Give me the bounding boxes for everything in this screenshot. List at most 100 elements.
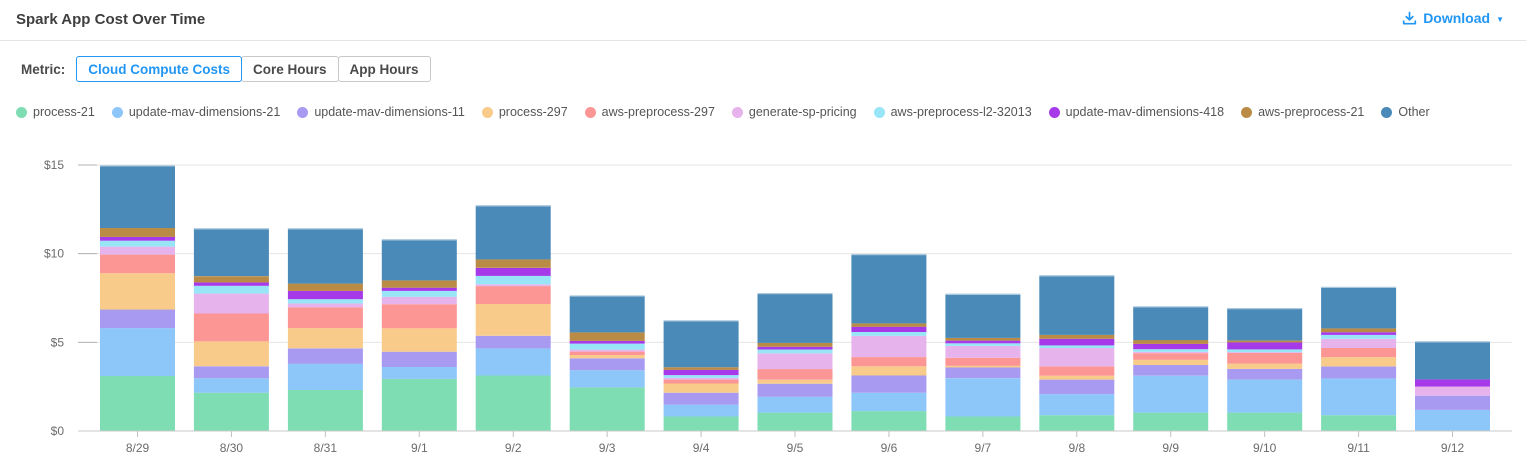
bar-segment-update-mav-dimensions-11[interactable] — [569, 358, 645, 371]
bar-segment-aws-preprocess-21[interactable] — [1227, 340, 1303, 343]
metric-button-core-hours[interactable]: Core Hours — [241, 56, 339, 82]
metric-button-cloud-compute-costs[interactable]: Cloud Compute Costs — [76, 56, 243, 82]
bar-segment-process-297[interactable] — [100, 273, 175, 310]
bar-segment-other[interactable] — [1321, 287, 1397, 329]
bar-segment-other[interactable] — [381, 239, 457, 281]
bar-segment-aws-preprocess-21[interactable] — [1133, 340, 1209, 344]
bar-segment-process-297[interactable] — [381, 328, 457, 352]
bar-segment-process-21[interactable] — [1227, 412, 1303, 431]
bar-segment-process-297[interactable] — [193, 341, 269, 367]
bar-segment-aws-preprocess-297[interactable] — [757, 369, 833, 380]
bar-segment-update-mav-dimensions-21[interactable] — [1321, 378, 1397, 416]
bar-segment-update-mav-dimensions-11[interactable] — [287, 348, 363, 364]
bar-segment-update-mav-dimensions-11[interactable] — [1321, 366, 1397, 379]
bar-segment-update-mav-dimensions-21[interactable] — [287, 363, 363, 390]
bar-segment-aws-preprocess-21[interactable] — [757, 342, 833, 347]
bar-segment-update-mav-dimensions-11[interactable] — [663, 392, 739, 405]
bar-segment-other[interactable] — [1227, 308, 1303, 341]
legend-item-aws-preprocess-l2-32013[interactable]: aws-preprocess-l2-32013 — [873, 105, 1032, 119]
bar-segment-update-mav-dimensions-418[interactable] — [851, 326, 927, 332]
bar-segment-aws-preprocess-21[interactable] — [1321, 328, 1397, 333]
bar-segment-aws-preprocess-297[interactable] — [287, 307, 363, 329]
bar-segment-generate-sp-pricing[interactable] — [381, 296, 457, 305]
bar-segment-other[interactable] — [475, 205, 551, 260]
legend-item-update-mav-dimensions-21[interactable]: update-mav-dimensions-21 — [111, 105, 280, 119]
bar-segment-update-mav-dimensions-418[interactable] — [569, 340, 645, 344]
bar-segment-other[interactable] — [1415, 341, 1490, 380]
bar-segment-process-297[interactable] — [1039, 375, 1115, 380]
bar-segment-aws-preprocess-297[interactable] — [1039, 366, 1115, 376]
bar-segment-process-297[interactable] — [663, 383, 739, 393]
bar-segment-update-mav-dimensions-21[interactable] — [1133, 375, 1209, 413]
legend-item-generate-sp-pricing[interactable]: generate-sp-pricing — [731, 105, 857, 119]
bar-segment-aws-preprocess-l2-32013[interactable] — [851, 332, 927, 336]
bar-segment-generate-sp-pricing[interactable] — [1415, 386, 1490, 396]
bar-segment-update-mav-dimensions-11[interactable] — [475, 335, 551, 349]
bar-segment-other[interactable] — [569, 296, 645, 333]
bar-segment-update-mav-dimensions-418[interactable] — [475, 267, 551, 276]
bar-segment-aws-preprocess-l2-32013[interactable] — [287, 299, 363, 304]
bar-segment-update-mav-dimensions-11[interactable] — [1227, 368, 1303, 380]
bar-segment-aws-preprocess-297[interactable] — [945, 357, 1021, 366]
bar-segment-update-mav-dimensions-418[interactable] — [1227, 342, 1303, 350]
bar-segment-aws-preprocess-297[interactable] — [381, 304, 457, 329]
bar-segment-update-mav-dimensions-21[interactable] — [100, 328, 175, 376]
bar-segment-aws-preprocess-21[interactable] — [1039, 334, 1115, 339]
bar-segment-generate-sp-pricing[interactable] — [1227, 352, 1303, 353]
bar-segment-generate-sp-pricing[interactable] — [475, 284, 551, 287]
bar-segment-process-21[interactable] — [757, 412, 833, 431]
legend-item-process-21[interactable]: process-21 — [16, 105, 95, 119]
bar-segment-aws-preprocess-21[interactable] — [945, 337, 1021, 341]
bar-segment-aws-preprocess-21[interactable] — [663, 367, 739, 370]
bar-segment-update-mav-dimensions-418[interactable] — [381, 287, 457, 291]
bar-segment-other[interactable] — [757, 293, 833, 343]
bar-segment-aws-preprocess-21[interactable] — [475, 259, 551, 268]
bar-segment-update-mav-dimensions-418[interactable] — [663, 369, 739, 376]
bar-segment-process-21[interactable] — [287, 390, 363, 431]
bar-segment-aws-preprocess-l2-32013[interactable] — [475, 275, 551, 285]
bar-segment-aws-preprocess-297[interactable] — [663, 379, 739, 384]
bar-segment-process-21[interactable] — [100, 376, 175, 431]
legend-item-update-mav-dimensions-11[interactable]: update-mav-dimensions-11 — [297, 105, 465, 119]
bar-segment-update-mav-dimensions-418[interactable] — [757, 346, 833, 350]
bar-segment-process-297[interactable] — [945, 365, 1021, 368]
bar-segment-aws-preprocess-297[interactable] — [100, 254, 175, 274]
legend-item-other[interactable]: Other — [1381, 105, 1430, 119]
bar-segment-aws-preprocess-l2-32013[interactable] — [1039, 345, 1115, 348]
bar-segment-process-297[interactable] — [1227, 363, 1303, 369]
bar-segment-other[interactable] — [1133, 306, 1209, 341]
bar-segment-generate-sp-pricing[interactable] — [100, 246, 175, 255]
bar-segment-generate-sp-pricing[interactable] — [945, 345, 1021, 358]
bar-segment-process-21[interactable] — [663, 416, 739, 432]
bar-segment-aws-preprocess-21[interactable] — [381, 280, 457, 288]
metric-button-app-hours[interactable]: App Hours — [337, 56, 431, 82]
bar-segment-process-21[interactable] — [1133, 412, 1209, 431]
bar-segment-process-297[interactable] — [757, 379, 833, 384]
legend-item-process-297[interactable]: process-297 — [481, 105, 568, 119]
bar-segment-update-mav-dimensions-418[interactable] — [100, 236, 175, 241]
bar-segment-update-mav-dimensions-418[interactable] — [1321, 332, 1397, 335]
bar-segment-process-297[interactable] — [1133, 359, 1209, 365]
bar-segment-update-mav-dimensions-21[interactable] — [569, 370, 645, 388]
bar-segment-other[interactable] — [287, 228, 363, 284]
bar-segment-process-21[interactable] — [381, 378, 457, 431]
bar-segment-other[interactable] — [851, 254, 927, 324]
bar-segment-aws-preprocess-l2-32013[interactable] — [569, 343, 645, 350]
bar-segment-aws-preprocess-297[interactable] — [569, 351, 645, 355]
bar-segment-aws-preprocess-21[interactable] — [287, 283, 363, 291]
bar-segment-aws-preprocess-l2-32013[interactable] — [1321, 334, 1397, 339]
bar-segment-aws-preprocess-l2-32013[interactable] — [757, 349, 833, 354]
bar-segment-update-mav-dimensions-11[interactable] — [851, 375, 927, 393]
bar-segment-update-mav-dimensions-21[interactable] — [1415, 409, 1490, 431]
bar-segment-update-mav-dimensions-418[interactable] — [945, 340, 1021, 344]
bar-segment-update-mav-dimensions-11[interactable] — [381, 351, 457, 367]
legend-item-aws-preprocess-297[interactable]: aws-preprocess-297 — [584, 105, 715, 119]
bar-segment-aws-preprocess-l2-32013[interactable] — [100, 240, 175, 247]
bar-segment-update-mav-dimensions-21[interactable] — [663, 404, 739, 417]
bar-segment-generate-sp-pricing[interactable] — [193, 293, 269, 314]
bar-segment-update-mav-dimensions-21[interactable] — [381, 367, 457, 379]
bar-segment-aws-preprocess-21[interactable] — [193, 276, 269, 283]
bar-segment-aws-preprocess-21[interactable] — [100, 228, 175, 237]
bar-segment-update-mav-dimensions-21[interactable] — [757, 396, 833, 413]
bar-segment-update-mav-dimensions-11[interactable] — [945, 367, 1021, 379]
